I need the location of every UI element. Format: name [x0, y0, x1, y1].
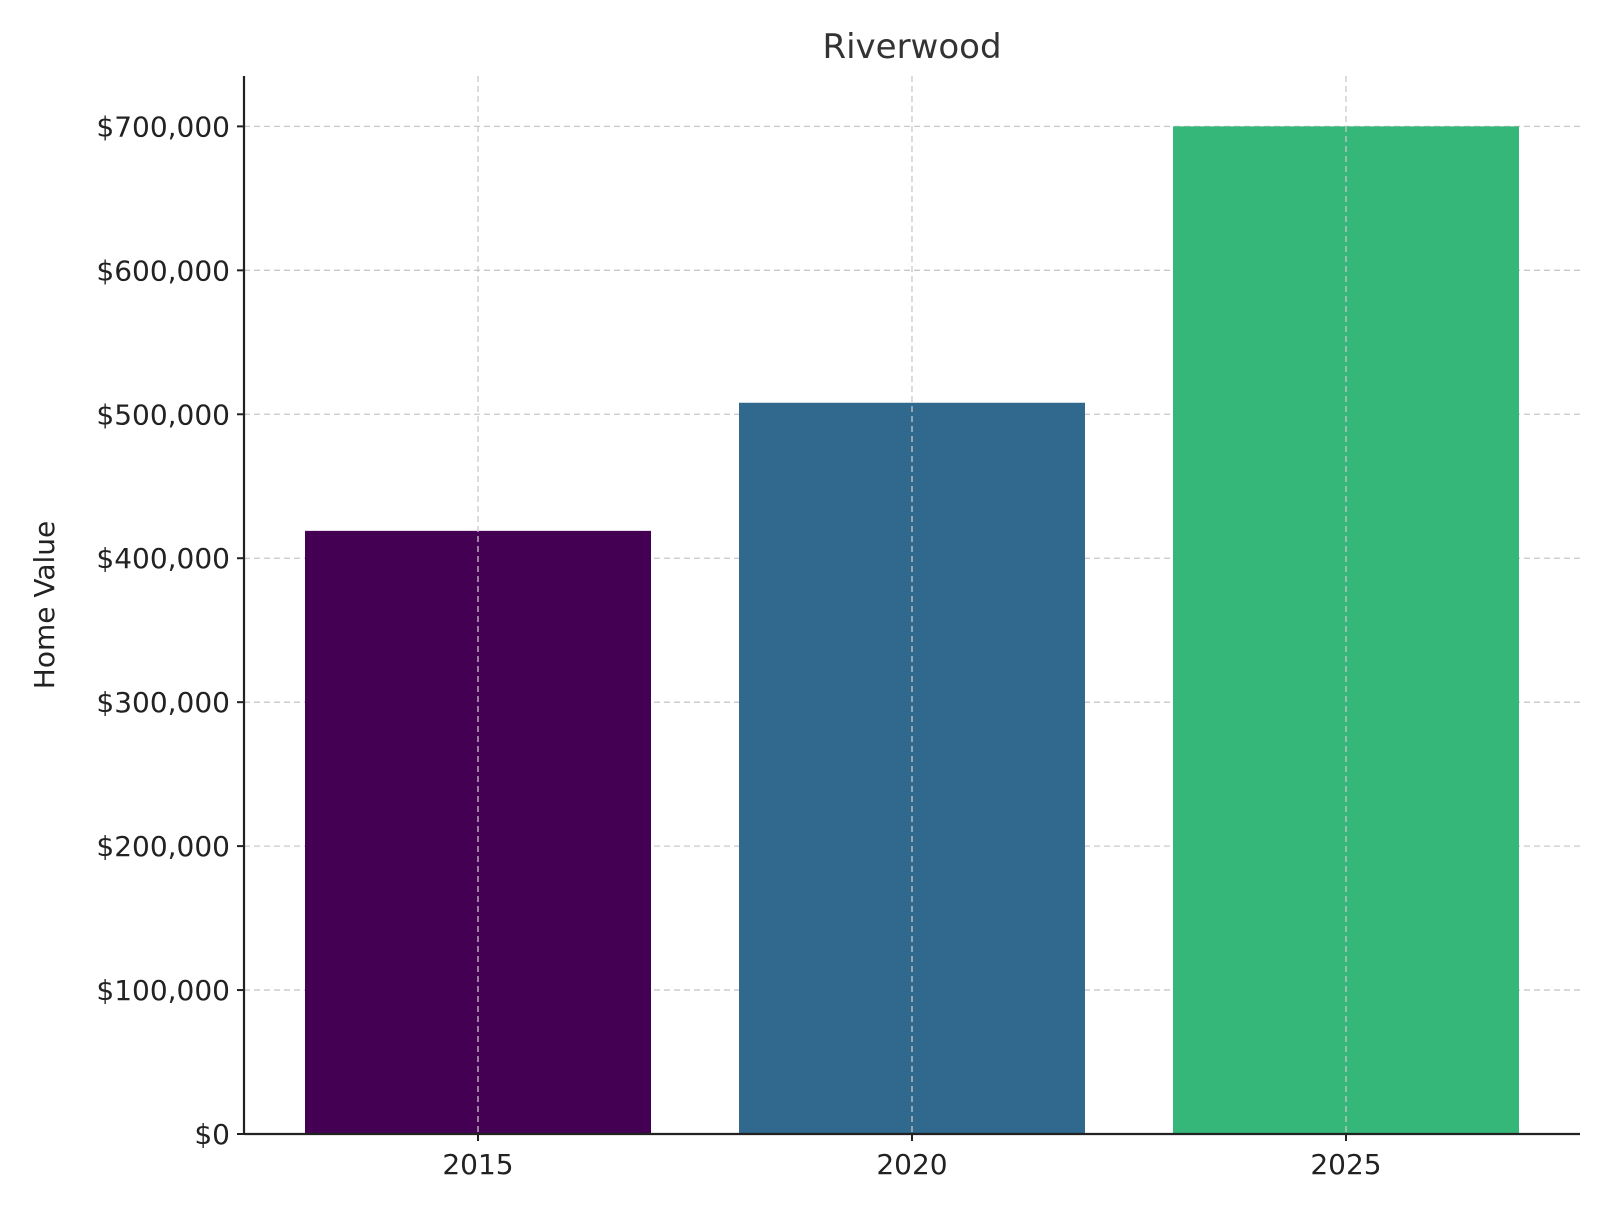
x-tick-label: 2025: [1310, 1148, 1381, 1181]
y-tick-label: $0: [194, 1118, 230, 1151]
chart-title: Riverwood: [822, 27, 1001, 67]
y-tick-label: $400,000: [96, 542, 230, 575]
y-tick-label: $700,000: [96, 110, 230, 143]
y-tick-label: $100,000: [96, 974, 230, 1007]
y-axis-label: Home Value: [28, 521, 61, 689]
y-tick-labels: $0 $100,000 $200,000 $300,000 $400,000 $500,0…: [96, 110, 244, 1151]
x-tick-labels: 2015 2020 2025: [442, 1134, 1382, 1181]
x-grid: [477, 76, 1347, 1134]
x-tick-label: 2020: [876, 1148, 947, 1181]
y-tick-label: $200,000: [96, 830, 230, 863]
y-tick-label: $600,000: [96, 254, 230, 287]
y-tick-label: $500,000: [96, 398, 230, 431]
y-tick-label: $300,000: [96, 686, 230, 719]
x-tick-label: 2015: [442, 1148, 513, 1181]
